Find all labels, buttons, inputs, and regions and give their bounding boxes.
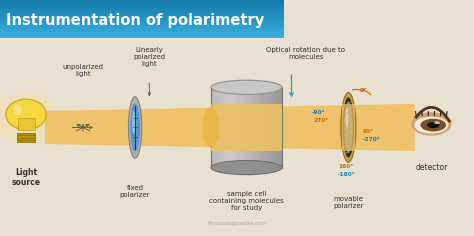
FancyBboxPatch shape	[0, 4, 284, 6]
FancyBboxPatch shape	[0, 30, 284, 32]
FancyBboxPatch shape	[216, 87, 218, 168]
FancyBboxPatch shape	[235, 87, 237, 168]
FancyBboxPatch shape	[249, 87, 251, 168]
Ellipse shape	[131, 104, 139, 151]
Ellipse shape	[6, 99, 46, 130]
Ellipse shape	[414, 117, 448, 134]
FancyBboxPatch shape	[211, 87, 213, 168]
Ellipse shape	[13, 104, 22, 115]
Text: Optical rotation due to
molecules: Optical rotation due to molecules	[266, 46, 345, 60]
Ellipse shape	[346, 107, 348, 129]
FancyBboxPatch shape	[17, 133, 35, 142]
FancyBboxPatch shape	[220, 87, 223, 168]
FancyBboxPatch shape	[280, 87, 282, 168]
FancyBboxPatch shape	[230, 87, 232, 168]
Ellipse shape	[132, 111, 135, 135]
FancyBboxPatch shape	[0, 19, 284, 21]
FancyBboxPatch shape	[0, 6, 284, 8]
FancyBboxPatch shape	[228, 87, 230, 168]
FancyBboxPatch shape	[0, 21, 284, 23]
FancyBboxPatch shape	[0, 17, 284, 19]
Ellipse shape	[202, 107, 219, 148]
FancyBboxPatch shape	[0, 9, 284, 11]
FancyBboxPatch shape	[270, 87, 273, 168]
FancyBboxPatch shape	[0, 0, 284, 2]
FancyBboxPatch shape	[258, 87, 261, 168]
Polygon shape	[45, 104, 415, 151]
FancyBboxPatch shape	[211, 104, 282, 151]
Circle shape	[434, 121, 440, 124]
FancyBboxPatch shape	[0, 11, 284, 13]
Circle shape	[427, 122, 439, 128]
FancyBboxPatch shape	[0, 36, 284, 38]
Text: 270°: 270°	[313, 118, 328, 123]
FancyBboxPatch shape	[218, 87, 220, 168]
Ellipse shape	[211, 80, 282, 94]
FancyBboxPatch shape	[213, 87, 216, 168]
FancyBboxPatch shape	[18, 118, 35, 130]
FancyBboxPatch shape	[0, 34, 284, 36]
FancyBboxPatch shape	[0, 26, 284, 28]
Text: Instrumentation of polarimetry: Instrumentation of polarimetry	[6, 13, 264, 28]
FancyBboxPatch shape	[0, 32, 284, 34]
Text: -270°: -270°	[363, 137, 380, 142]
FancyBboxPatch shape	[254, 87, 256, 168]
FancyBboxPatch shape	[256, 87, 258, 168]
Circle shape	[420, 119, 446, 131]
Ellipse shape	[128, 97, 142, 158]
FancyBboxPatch shape	[0, 8, 284, 9]
FancyBboxPatch shape	[225, 87, 228, 168]
FancyBboxPatch shape	[275, 87, 277, 168]
FancyBboxPatch shape	[251, 87, 254, 168]
Ellipse shape	[341, 93, 356, 162]
FancyBboxPatch shape	[0, 25, 284, 26]
Text: Linearly
polarized
light: Linearly polarized light	[133, 47, 165, 67]
FancyBboxPatch shape	[263, 87, 265, 168]
Text: 0°: 0°	[360, 88, 368, 93]
Ellipse shape	[211, 160, 282, 175]
Ellipse shape	[0, 92, 59, 144]
FancyBboxPatch shape	[268, 87, 270, 168]
FancyBboxPatch shape	[239, 87, 242, 168]
Text: -90°: -90°	[311, 110, 325, 115]
Ellipse shape	[344, 101, 353, 153]
Ellipse shape	[411, 112, 451, 136]
FancyBboxPatch shape	[0, 15, 284, 17]
Text: 90°: 90°	[363, 129, 374, 134]
Text: Light
source: Light source	[11, 168, 41, 187]
Text: 180°: 180°	[338, 164, 353, 169]
Text: fixed
polarizer: fixed polarizer	[120, 185, 150, 198]
FancyBboxPatch shape	[223, 87, 225, 168]
FancyBboxPatch shape	[0, 23, 284, 25]
Text: sample cell
containing molecules
for study: sample cell containing molecules for stu…	[209, 191, 284, 211]
Text: movable
polarizer: movable polarizer	[333, 196, 364, 210]
Text: -180°: -180°	[338, 172, 356, 177]
Text: detector: detector	[415, 163, 447, 172]
FancyBboxPatch shape	[246, 87, 249, 168]
FancyBboxPatch shape	[237, 87, 239, 168]
FancyBboxPatch shape	[265, 87, 268, 168]
FancyBboxPatch shape	[232, 87, 235, 168]
FancyBboxPatch shape	[0, 28, 284, 30]
Ellipse shape	[343, 97, 354, 158]
Text: unpolarized
light: unpolarized light	[63, 64, 103, 77]
FancyBboxPatch shape	[242, 87, 244, 168]
FancyBboxPatch shape	[277, 87, 280, 168]
FancyBboxPatch shape	[0, 2, 284, 4]
Text: Priyamstudycentre.com: Priyamstudycentre.com	[208, 220, 266, 226]
FancyBboxPatch shape	[244, 87, 246, 168]
FancyBboxPatch shape	[261, 87, 263, 168]
FancyBboxPatch shape	[0, 13, 284, 15]
FancyBboxPatch shape	[342, 104, 355, 151]
FancyBboxPatch shape	[273, 87, 275, 168]
